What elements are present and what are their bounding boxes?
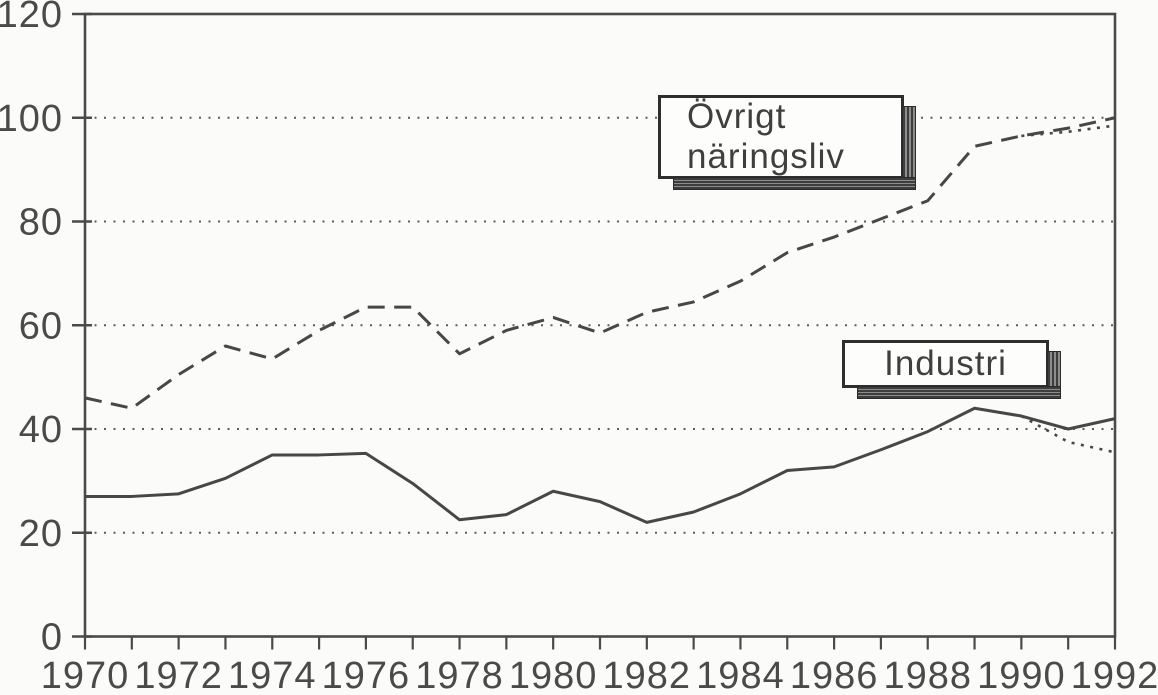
series-label-ovrigt-naringsliv: Övrigt näringsliv: [658, 95, 916, 190]
x-tick-label: 1986: [790, 655, 879, 695]
x-tick-label: 1984: [696, 655, 785, 695]
y-tick-label: 0: [41, 617, 63, 659]
x-tick-label: 1976: [322, 655, 411, 695]
y-tick-label: 120: [0, 0, 63, 36]
x-tick-label: 1974: [228, 655, 317, 695]
y-tick-label: 60: [19, 305, 63, 347]
series-label-industri: Industri: [842, 340, 1061, 399]
x-tick-label: 1972: [134, 655, 223, 695]
series-line-ovrigt-naringsliv-alt: [1021, 124, 1116, 138]
x-tick-label: 1982: [603, 655, 692, 695]
series-label-industri-text: Industri: [884, 344, 1007, 383]
y-tick-label: 20: [19, 513, 63, 555]
x-tick-label: 1978: [415, 655, 504, 695]
x-tick-label: 1990: [977, 655, 1066, 695]
x-tick-label: 1970: [41, 655, 130, 695]
y-tick-label: 40: [19, 409, 63, 451]
series-line-ovrigt-naringsliv: [84, 116, 1116, 410]
y-tick-label: 100: [0, 98, 63, 140]
x-tick-label: 1992: [1071, 655, 1158, 695]
x-tick-label: 1988: [883, 655, 972, 695]
series-line-industri: [85, 406, 1116, 524]
series-label-ovrigt-line1: Övrigt: [687, 97, 787, 136]
x-tick-label: 1980: [509, 655, 598, 695]
y-tick-label: 80: [19, 202, 63, 244]
series-label-ovrigt-line2: näringsliv: [687, 137, 845, 176]
